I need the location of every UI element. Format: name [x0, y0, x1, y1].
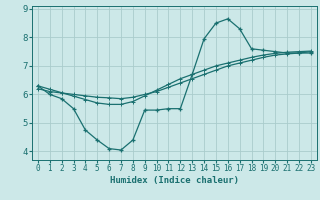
- X-axis label: Humidex (Indice chaleur): Humidex (Indice chaleur): [110, 176, 239, 185]
